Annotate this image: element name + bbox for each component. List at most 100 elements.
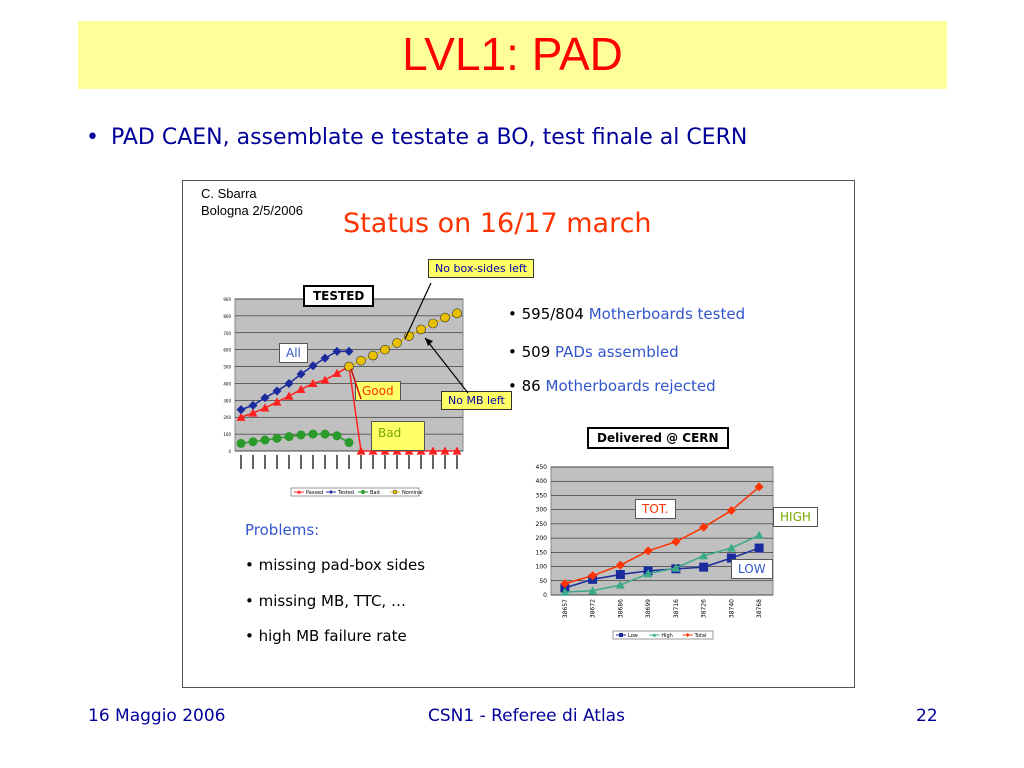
legend-label: Total: [694, 633, 707, 639]
stat-assembled-num: 509: [521, 343, 551, 361]
data-point: [329, 490, 333, 494]
data-point: [296, 369, 306, 379]
data-point: [320, 429, 330, 439]
data-point: [356, 355, 366, 366]
data-point: [248, 408, 258, 417]
data-point: [284, 432, 294, 442]
data-point: [754, 530, 764, 539]
data-point: [643, 569, 653, 578]
y-tick-label: 300: [223, 398, 231, 403]
x-tick-label: 38768: [756, 599, 763, 618]
data-point: [236, 412, 246, 421]
y-tick-label: 600: [223, 348, 231, 353]
main-bullet-text: PAD CAEN, assemblate e testate a BO, tes…: [110, 125, 748, 150]
data-point: [619, 633, 623, 637]
y-tick-label: 50: [539, 578, 547, 585]
data-point: [296, 430, 306, 440]
data-point: [236, 405, 246, 415]
data-point: [361, 490, 365, 494]
legend-label: High: [661, 633, 673, 639]
y-tick-label: 0: [543, 592, 547, 599]
y-tick-label: 900: [223, 297, 231, 302]
data-point: [452, 446, 462, 455]
data-point: [320, 375, 330, 384]
data-point: [671, 537, 681, 547]
data-point: [368, 350, 378, 361]
y-tick-label: 0: [228, 449, 231, 454]
series-line: [564, 486, 760, 585]
series-line: [348, 312, 458, 368]
data-point: [699, 562, 709, 572]
stat-tested-text: Motherboards tested: [588, 305, 746, 323]
bullet-dot: •: [86, 125, 99, 150]
series-line: [564, 547, 760, 589]
y-tick-label: 300: [536, 507, 548, 514]
x-tick-mark: [288, 455, 290, 469]
data-point: [248, 437, 258, 447]
data-point: [560, 587, 570, 596]
problem-text: missing pad-box sides: [258, 556, 426, 574]
x-tick-mark: [348, 455, 350, 469]
author-name: C. Sbarra: [201, 186, 257, 201]
x-tick-mark: [252, 455, 254, 469]
stat-assembled-text: PADs assembled: [555, 343, 679, 361]
x-tick-mark: [336, 455, 338, 469]
data-point: [615, 560, 625, 570]
stat-rejected-text: Motherboards rejected: [545, 377, 716, 395]
data-point: [726, 506, 736, 516]
bad-label: Bad: [371, 421, 425, 451]
y-tick-label: 250: [536, 521, 548, 528]
data-point: [356, 446, 366, 455]
data-point: [428, 446, 438, 455]
data-point: [248, 400, 258, 410]
no-mb-left-callout: No MB left: [441, 391, 512, 410]
x-tick-label: 38726: [701, 599, 708, 618]
data-point: [272, 433, 282, 443]
x-tick-mark: [276, 455, 278, 469]
author-place-date: Bologna 2/5/2006: [201, 203, 303, 218]
y-tick-label: 450: [536, 464, 548, 471]
data-point: [260, 403, 270, 412]
data-point: [440, 312, 450, 323]
data-point: [615, 580, 625, 589]
data-point: [284, 378, 294, 388]
legend-label: Nominal: [402, 490, 423, 496]
legend-box: [290, 487, 420, 497]
x-tick-label: 38740: [728, 599, 735, 618]
stat-rejected: • 86 Motherboards rejected: [508, 377, 716, 395]
problem-item: • missing MB, TTC, …: [245, 592, 406, 610]
x-tick-mark: [240, 455, 242, 469]
data-point: [699, 551, 709, 560]
all-label: All: [279, 343, 308, 363]
data-point: [643, 546, 653, 556]
data-point: [344, 438, 354, 448]
x-tick-mark: [324, 455, 326, 469]
x-tick-label: 38672: [590, 599, 597, 618]
data-point: [272, 386, 282, 396]
data-point: [726, 543, 736, 552]
y-tick-label: 800: [223, 314, 231, 319]
status-title: Status on 16/17 march: [343, 208, 652, 239]
data-point: [260, 393, 270, 403]
stat-tested: • 595/804 Motherboards tested: [508, 305, 746, 323]
data-point: [440, 446, 450, 455]
data-point: [260, 435, 270, 445]
legend-label: Bad: [370, 490, 380, 496]
data-point: [308, 429, 318, 439]
x-tick-mark: [456, 455, 458, 469]
tot-label: TOT.: [635, 499, 676, 519]
main-bullet: • PAD CAEN, assemblate e testate a BO, te…: [86, 125, 747, 150]
data-point: [404, 331, 414, 341]
data-point: [380, 344, 390, 355]
data-point: [699, 522, 709, 532]
data-point: [332, 346, 342, 356]
x-tick-mark: [312, 455, 314, 469]
data-point: [320, 353, 330, 363]
x-tick-label: 38716: [673, 599, 680, 618]
x-tick-mark: [444, 455, 446, 469]
y-tick-label: 700: [223, 331, 231, 336]
footer-page: 22: [916, 706, 938, 726]
data-point: [560, 579, 570, 589]
legend-label: Tested: [337, 490, 354, 496]
good-label: Good: [355, 381, 401, 401]
